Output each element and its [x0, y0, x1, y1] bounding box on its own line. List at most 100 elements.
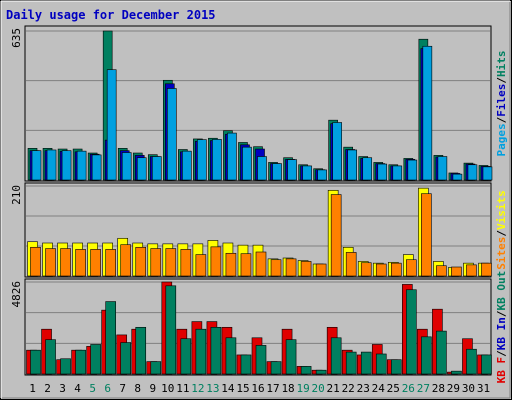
day-label-25: 25	[387, 382, 400, 395]
panel-legend-entry: Pages	[495, 123, 508, 156]
chart-panel-2: 210 Sites/Visits	[10, 182, 508, 278]
bar-day-4-series-2	[75, 249, 86, 277]
bar-day-16-series-3	[255, 345, 267, 375]
bar-day-16-series-3	[257, 156, 267, 181]
bar-day-20-series-3	[317, 169, 327, 181]
panel-legend-entry: Sites	[495, 237, 508, 270]
bar-day-13-series-2	[210, 246, 222, 277]
day-label-6: 6	[104, 382, 111, 395]
day-label-30: 30	[462, 382, 475, 395]
bar-day-7-series-2	[120, 244, 132, 277]
bar-day-8-series-3	[135, 326, 147, 375]
bar-day-7-series-3	[120, 342, 132, 375]
panel-max-label: 210	[10, 185, 23, 205]
panel-legend-entry: Hits	[495, 51, 508, 78]
panel-legend-entry: KB F	[495, 357, 508, 384]
bar-day-23-series-2	[360, 262, 372, 277]
day-label-17: 17	[266, 382, 279, 395]
day-label-12: 12	[191, 382, 204, 395]
bar-day-28-series-2	[436, 265, 447, 277]
day-label-26: 26	[402, 382, 415, 395]
panel-legend-entry: /	[495, 310, 508, 317]
bar-day-19-series-3	[300, 366, 312, 375]
bar-day-25-series-3	[390, 359, 402, 375]
day-label-8: 8	[134, 382, 141, 395]
bar-day-9-series-3	[150, 361, 162, 375]
bar-day-10-series-3	[165, 285, 177, 375]
bar-day-16-series-2	[255, 251, 267, 277]
bar-day-29-series-3	[452, 173, 463, 181]
bar-day-25-series-2	[390, 262, 402, 277]
bar-day-31-series-3	[482, 166, 493, 181]
bar-day-21-series-3	[332, 122, 342, 181]
day-label-13: 13	[206, 382, 219, 395]
bar-day-11-series-2	[180, 249, 192, 277]
bar-day-26-series-3	[407, 159, 418, 181]
bar-day-30-series-2	[466, 264, 477, 277]
bar-day-4-series-3	[75, 349, 86, 375]
bar-day-23-series-3	[362, 157, 373, 181]
bar-day-1-series-3	[31, 150, 42, 181]
bar-day-5-series-3	[90, 344, 101, 375]
day-label-19: 19	[296, 382, 309, 395]
bar-day-13-series-3	[212, 139, 222, 181]
bar-day-22-series-3	[347, 149, 357, 181]
bar-day-22-series-3	[345, 351, 357, 375]
bar-day-29-series-2	[451, 266, 462, 277]
day-label-14: 14	[221, 382, 235, 395]
day-label-5: 5	[89, 382, 96, 395]
bar-day-21-series-3	[330, 337, 342, 375]
day-label-9: 9	[149, 382, 156, 395]
bar-day-27-series-3	[422, 45, 433, 181]
panel-legend-entry: /	[495, 116, 508, 123]
bar-day-13-series-3	[210, 326, 222, 375]
bar-day-10-series-3	[167, 88, 177, 181]
bar-day-12-series-2	[195, 254, 207, 277]
panel-legend: Pages/Files/Hits	[495, 51, 508, 157]
day-label-3: 3	[59, 382, 66, 395]
bar-day-22-series-2	[345, 252, 357, 277]
bar-day-30-series-3	[467, 164, 478, 181]
panel-max-label: 635	[10, 28, 23, 48]
day-label-20: 20	[312, 382, 325, 395]
bar-day-26-series-2	[406, 259, 417, 277]
panel-legend-entry: /	[495, 350, 508, 357]
bar-day-27-series-2	[421, 193, 432, 277]
bar-day-17-series-2	[270, 259, 282, 277]
bar-day-24-series-2	[375, 263, 387, 277]
bar-day-5-series-3	[91, 154, 102, 181]
bar-day-23-series-3	[360, 351, 372, 375]
day-label-1: 1	[29, 382, 36, 395]
bar-day-26-series-3	[406, 289, 417, 375]
bar-day-6-series-3	[106, 69, 117, 181]
bar-day-21-series-2	[330, 194, 342, 277]
bar-day-24-series-3	[377, 163, 388, 181]
panel-legend-entry: /	[495, 77, 508, 84]
bar-day-14-series-3	[227, 132, 237, 181]
bar-day-11-series-3	[180, 338, 192, 375]
bar-day-8-series-2	[135, 246, 147, 277]
bar-day-27-series-3	[421, 336, 432, 375]
day-label-2: 2	[44, 382, 51, 395]
panel-legend-entry: Files	[495, 84, 508, 117]
bar-day-15-series-2	[240, 253, 252, 277]
bar-day-4-series-3	[76, 150, 87, 181]
bar-day-10-series-2	[165, 248, 177, 277]
bar-day-19-series-3	[302, 165, 312, 181]
bar-day-8-series-3	[136, 157, 147, 181]
bar-day-12-series-3	[197, 139, 207, 181]
panel-legend-entry: Visits	[495, 190, 508, 230]
bar-day-11-series-3	[182, 150, 192, 181]
bar-day-25-series-3	[392, 165, 403, 181]
bar-day-14-series-3	[225, 337, 237, 375]
day-label-27: 27	[417, 382, 430, 395]
day-label-4: 4	[74, 382, 81, 395]
bar-day-28-series-3	[437, 156, 448, 181]
bar-day-2-series-3	[45, 339, 56, 375]
bar-day-2-series-3	[46, 149, 57, 181]
day-label-29: 29	[447, 382, 460, 395]
day-label-18: 18	[281, 382, 294, 395]
